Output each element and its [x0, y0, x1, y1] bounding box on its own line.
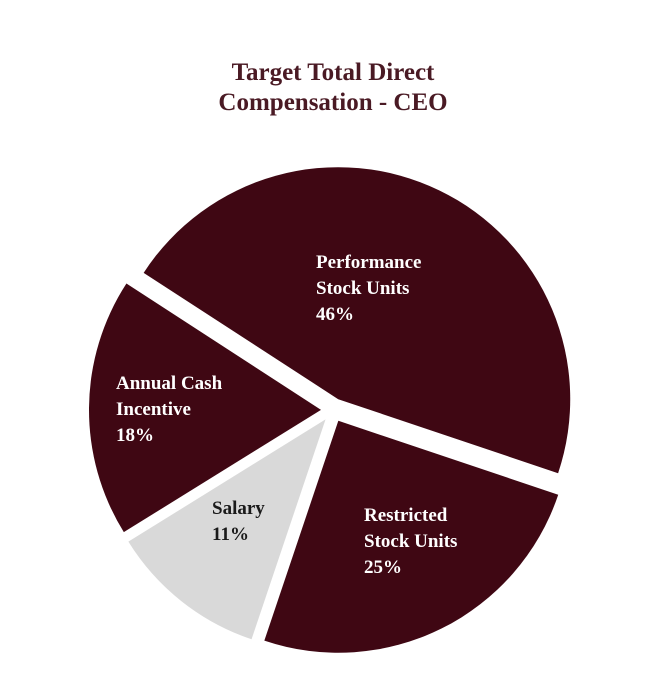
chart-title: Target Total Direct Compensation - CEO	[0, 58, 666, 118]
pie-slices	[89, 167, 571, 653]
slice-label-line: Annual Cash	[116, 373, 223, 394]
slice-label-line: 18%	[116, 425, 154, 446]
slice-label-line: 11%	[212, 524, 249, 545]
pie-labels: Performance Stock Units 46% Restricted Stock…	[116, 252, 457, 578]
chart-title-line-2: Compensation - CEO	[218, 89, 448, 116]
pie-slice	[89, 283, 322, 533]
slice-label: Salary 11%	[212, 498, 265, 545]
pie-slice	[143, 167, 571, 474]
slice-label-line: Stock Units	[316, 278, 409, 299]
slice-label: Annual Cash Incentive 18%	[116, 373, 223, 446]
slice-label-line: Restricted	[364, 505, 448, 526]
slice-label-line: Stock Units	[364, 531, 457, 552]
slice-label-line: Performance	[316, 252, 422, 273]
slice-label-line: 25%	[364, 557, 402, 578]
slice-label-line: Salary	[212, 498, 265, 519]
pie-slice	[264, 420, 559, 653]
slice-label: Restricted Stock Units 25%	[364, 505, 457, 578]
pie-slice	[128, 419, 326, 640]
chart-title-line-1: Target Total Direct	[231, 59, 435, 86]
slice-label-line: 46%	[316, 304, 354, 325]
slice-label: Performance Stock Units 46%	[316, 252, 422, 325]
slice-label-line: Incentive	[116, 399, 191, 420]
